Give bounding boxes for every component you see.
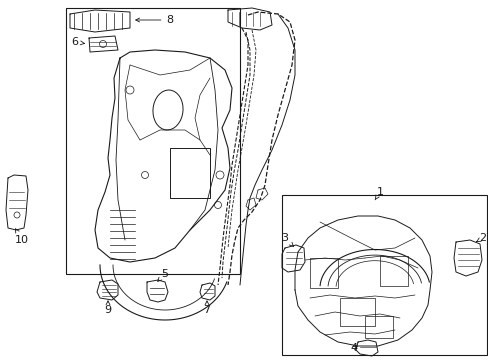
Text: 4: 4 — [350, 343, 357, 353]
Bar — [282, 195, 486, 355]
Text: 9: 9 — [104, 301, 111, 315]
Text: 3: 3 — [281, 233, 293, 247]
Text: 2: 2 — [475, 233, 486, 243]
Text: 7: 7 — [203, 301, 210, 315]
Bar — [66, 8, 240, 274]
Bar — [309, 258, 337, 288]
Text: 10: 10 — [15, 229, 29, 245]
Bar — [379, 256, 407, 286]
Text: 8: 8 — [136, 15, 173, 25]
Bar — [364, 316, 392, 338]
Text: 5: 5 — [157, 269, 168, 282]
Text: 6: 6 — [71, 37, 84, 47]
Bar — [170, 148, 209, 198]
Text: 1: 1 — [374, 187, 383, 200]
Bar — [339, 298, 374, 326]
